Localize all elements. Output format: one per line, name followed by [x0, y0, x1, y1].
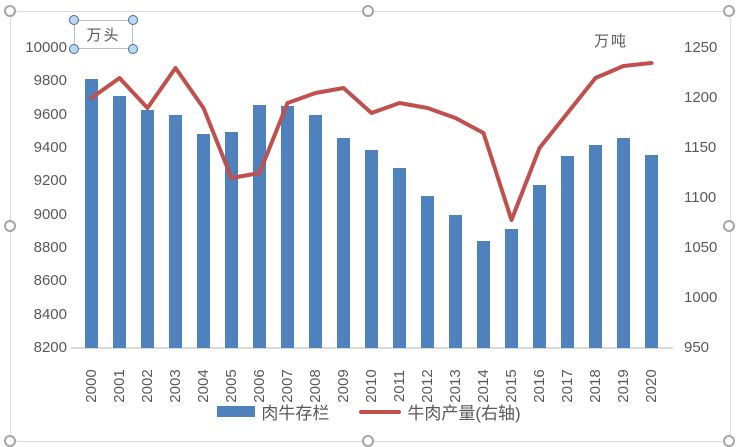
- bar-2009[interactable]: [337, 138, 350, 348]
- bar-2002[interactable]: [141, 109, 154, 348]
- left-axis-title-label: 万头: [86, 27, 121, 44]
- selection-handle-middle-left[interactable]: [4, 220, 16, 232]
- left-axis-tick: 8200: [33, 339, 67, 356]
- left-axis-tick: 10000: [25, 39, 67, 56]
- legend-cattle-label: 肉牛存栏: [261, 404, 330, 423]
- chart-legend: 肉牛存栏 牛肉产量(右轴): [0, 399, 738, 424]
- selection-handle-top-right[interactable]: [723, 5, 735, 17]
- legend-bar-swatch-icon: [217, 406, 256, 417]
- left-axis-tick: 8800: [33, 239, 67, 256]
- left-axis-tick: 9400: [33, 139, 67, 156]
- right-axis-tick: 1200: [684, 89, 718, 106]
- bar-2020[interactable]: [645, 154, 658, 348]
- bar-2010[interactable]: [365, 149, 378, 348]
- bar-2016[interactable]: [533, 184, 546, 348]
- left-axis-tick: 9800: [33, 72, 67, 90]
- right-axis-tick: 1150: [684, 139, 717, 156]
- bar-2000[interactable]: [85, 78, 98, 348]
- selection-handle-top-middle[interactable]: [362, 5, 374, 17]
- bar-2019[interactable]: [617, 138, 630, 348]
- bar-2013[interactable]: [449, 214, 462, 348]
- right-axis-tick: 1050: [684, 239, 718, 256]
- bar-2003[interactable]: [169, 114, 182, 348]
- legend-item-beef[interactable]: 牛肉产量(右轴): [359, 399, 521, 424]
- bar-2014[interactable]: [477, 241, 490, 348]
- selection-handle-top-left[interactable]: [4, 5, 16, 17]
- legend-beef-label: 牛肉产量(右轴): [407, 404, 521, 423]
- right-axis-title-label: 万吨: [594, 33, 629, 50]
- bar-2008[interactable]: [309, 114, 322, 348]
- bar-2011[interactable]: [393, 168, 406, 348]
- left-axis-tick: 9200: [33, 172, 67, 190]
- left-axis-title-textbox[interactable]: 万头: [74, 20, 133, 49]
- selection-handle-bottom-left[interactable]: [4, 435, 16, 447]
- textbox-handle-top-left[interactable]: [69, 15, 79, 25]
- left-axis-tick: 8600: [33, 272, 67, 290]
- bar-2018[interactable]: [589, 144, 602, 348]
- left-axis-tick: 8400: [33, 305, 67, 323]
- selection-handle-middle-right[interactable]: [723, 220, 735, 232]
- right-axis-tick: 1250: [684, 39, 718, 56]
- left-axis-tick: 9600: [33, 105, 67, 123]
- bar-2017[interactable]: [561, 156, 574, 348]
- textbox-handle-bottom-left[interactable]: [69, 44, 79, 54]
- bar-2001[interactable]: [113, 95, 126, 348]
- legend-line-swatch-icon: [359, 409, 402, 414]
- right-axis-tick: 1000: [684, 289, 718, 306]
- legend-item-cattle[interactable]: 肉牛存栏: [217, 399, 329, 424]
- x-axis-line: [71, 347, 673, 349]
- bar-2007[interactable]: [281, 106, 294, 348]
- textbox-handle-bottom-right[interactable]: [128, 44, 138, 54]
- bar-2004[interactable]: [197, 133, 210, 348]
- right-axis-tick: 950: [684, 339, 710, 356]
- textbox-handle-top-right[interactable]: [128, 15, 138, 25]
- bar-2012[interactable]: [421, 196, 434, 348]
- selection-handle-bottom-middle[interactable]: [362, 435, 374, 447]
- selection-handle-bottom-right[interactable]: [723, 435, 735, 447]
- bar-2005[interactable]: [225, 132, 238, 348]
- left-axis-tick: 9000: [33, 205, 67, 223]
- bar-2015[interactable]: [505, 228, 518, 348]
- right-axis-tick: 1100: [684, 189, 717, 206]
